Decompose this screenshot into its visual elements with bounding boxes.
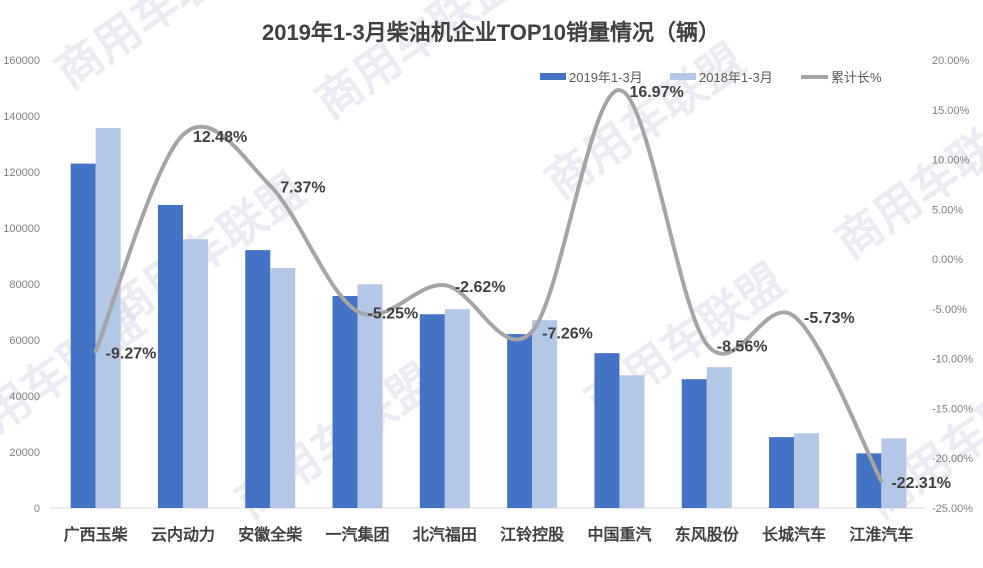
chart-title: 2019年1-3月柴油机企业TOP10销量情况（辆） xyxy=(262,20,720,45)
legend-label-2018: 2018年1-3月 xyxy=(699,70,773,85)
bar-2018 xyxy=(270,268,296,508)
bar-2018 xyxy=(444,309,470,508)
right-axis-tick: 15.00% xyxy=(932,105,970,117)
left-axis: 0 20000 40000 60000 80000 100000 120000 140000 1… xyxy=(3,55,40,515)
category-labels: 广西玉柴 云内动力 安徽全柴 一汽集团 北汽福田 江铃控股 中国重汽 东风股份 长城汽车 江淮汽车 xyxy=(64,525,914,544)
category-label: 江淮汽车 xyxy=(849,525,913,544)
legend: 2019年1-3月 2018年1-3月 累计长% xyxy=(540,70,882,85)
growth-data-label: -8.56% xyxy=(717,338,768,355)
left-axis-tick: 120000 xyxy=(3,167,40,179)
watermark-text: 商用车联盟 xyxy=(826,94,983,269)
growth-data-label: -5.25% xyxy=(368,305,419,322)
right-axis-tick: 10.00% xyxy=(932,155,970,167)
legend-label-growth: 累计长% xyxy=(831,70,882,85)
growth-data-label: -5.73% xyxy=(804,310,855,327)
bar-2018 xyxy=(794,433,820,508)
growth-data-label: -2.62% xyxy=(455,279,506,296)
legend-swatch-2018 xyxy=(670,73,696,80)
growth-data-label: -22.31% xyxy=(891,475,951,492)
bar-2018 xyxy=(532,320,558,508)
bar-2018 xyxy=(182,239,208,508)
growth-data-label: 16.97% xyxy=(629,84,683,101)
bars xyxy=(70,128,907,509)
right-axis-tick: -5.00% xyxy=(932,304,967,316)
bar-2019 xyxy=(245,250,271,508)
right-axis-tick: -20.00% xyxy=(932,453,973,465)
left-axis-tick: 160000 xyxy=(3,55,40,67)
right-axis-tick: 5.00% xyxy=(932,204,963,216)
category-label: 东风股份 xyxy=(675,525,740,544)
right-axis-tick: -15.00% xyxy=(932,403,973,415)
bar-2018 xyxy=(357,284,383,508)
left-axis-tick: 20000 xyxy=(9,447,40,459)
right-axis-tick: 0.00% xyxy=(932,254,963,266)
left-axis-tick: 40000 xyxy=(9,391,40,403)
bar-2019 xyxy=(856,453,882,508)
category-label: 广西玉柴 xyxy=(64,525,129,544)
bar-2018 xyxy=(619,375,645,508)
growth-data-label: -7.26% xyxy=(542,325,593,342)
category-label: 一汽集团 xyxy=(326,525,390,544)
bar-2018 xyxy=(881,438,907,508)
right-axis-tick: 20.00% xyxy=(932,55,970,67)
left-axis-tick: 60000 xyxy=(9,335,40,347)
bar-2019 xyxy=(70,163,96,508)
category-label: 江铃控股 xyxy=(500,525,565,544)
growth-line xyxy=(93,88,884,484)
left-axis-tick: 0 xyxy=(34,503,40,515)
bar-2019 xyxy=(507,334,533,508)
bar-2019 xyxy=(769,437,795,508)
category-label: 北汽福田 xyxy=(413,525,477,544)
watermark-text: 商用车联盟 xyxy=(536,34,754,209)
bar-2019 xyxy=(681,379,707,508)
category-label: 云内动力 xyxy=(151,525,215,544)
right-axis-tick: -25.00% xyxy=(932,503,973,515)
bar-2019 xyxy=(419,314,445,508)
watermark-text: 商用车联盟 xyxy=(46,0,264,98)
category-label: 长城汽车 xyxy=(762,525,826,544)
right-axis: -25.00% -20.00% -15.00% -10.00% -5.00% 0.00% 5… xyxy=(932,55,973,515)
legend-swatch-2019 xyxy=(540,73,566,80)
growth-data-label: 7.37% xyxy=(280,180,325,197)
left-axis-tick: 140000 xyxy=(3,111,40,123)
bar-2019 xyxy=(594,353,620,508)
category-label: 中国重汽 xyxy=(587,525,651,544)
bar-2018 xyxy=(706,367,732,508)
bar-2019 xyxy=(332,296,358,508)
right-axis-tick: -10.00% xyxy=(932,354,973,366)
legend-label-2019: 2019年1-3月 xyxy=(569,70,643,85)
growth-data-label: -9.27% xyxy=(106,345,157,362)
bar-2019 xyxy=(157,205,183,509)
growth-data-label: 12.48% xyxy=(193,129,247,146)
category-label: 安徽全柴 xyxy=(238,525,303,544)
data-labels: -9.27% 12.48% 7.37% -5.25% -2.62% -7.26% 16.97… xyxy=(106,84,951,492)
left-axis-tick: 100000 xyxy=(3,223,40,235)
left-axis-tick: 80000 xyxy=(9,279,40,291)
